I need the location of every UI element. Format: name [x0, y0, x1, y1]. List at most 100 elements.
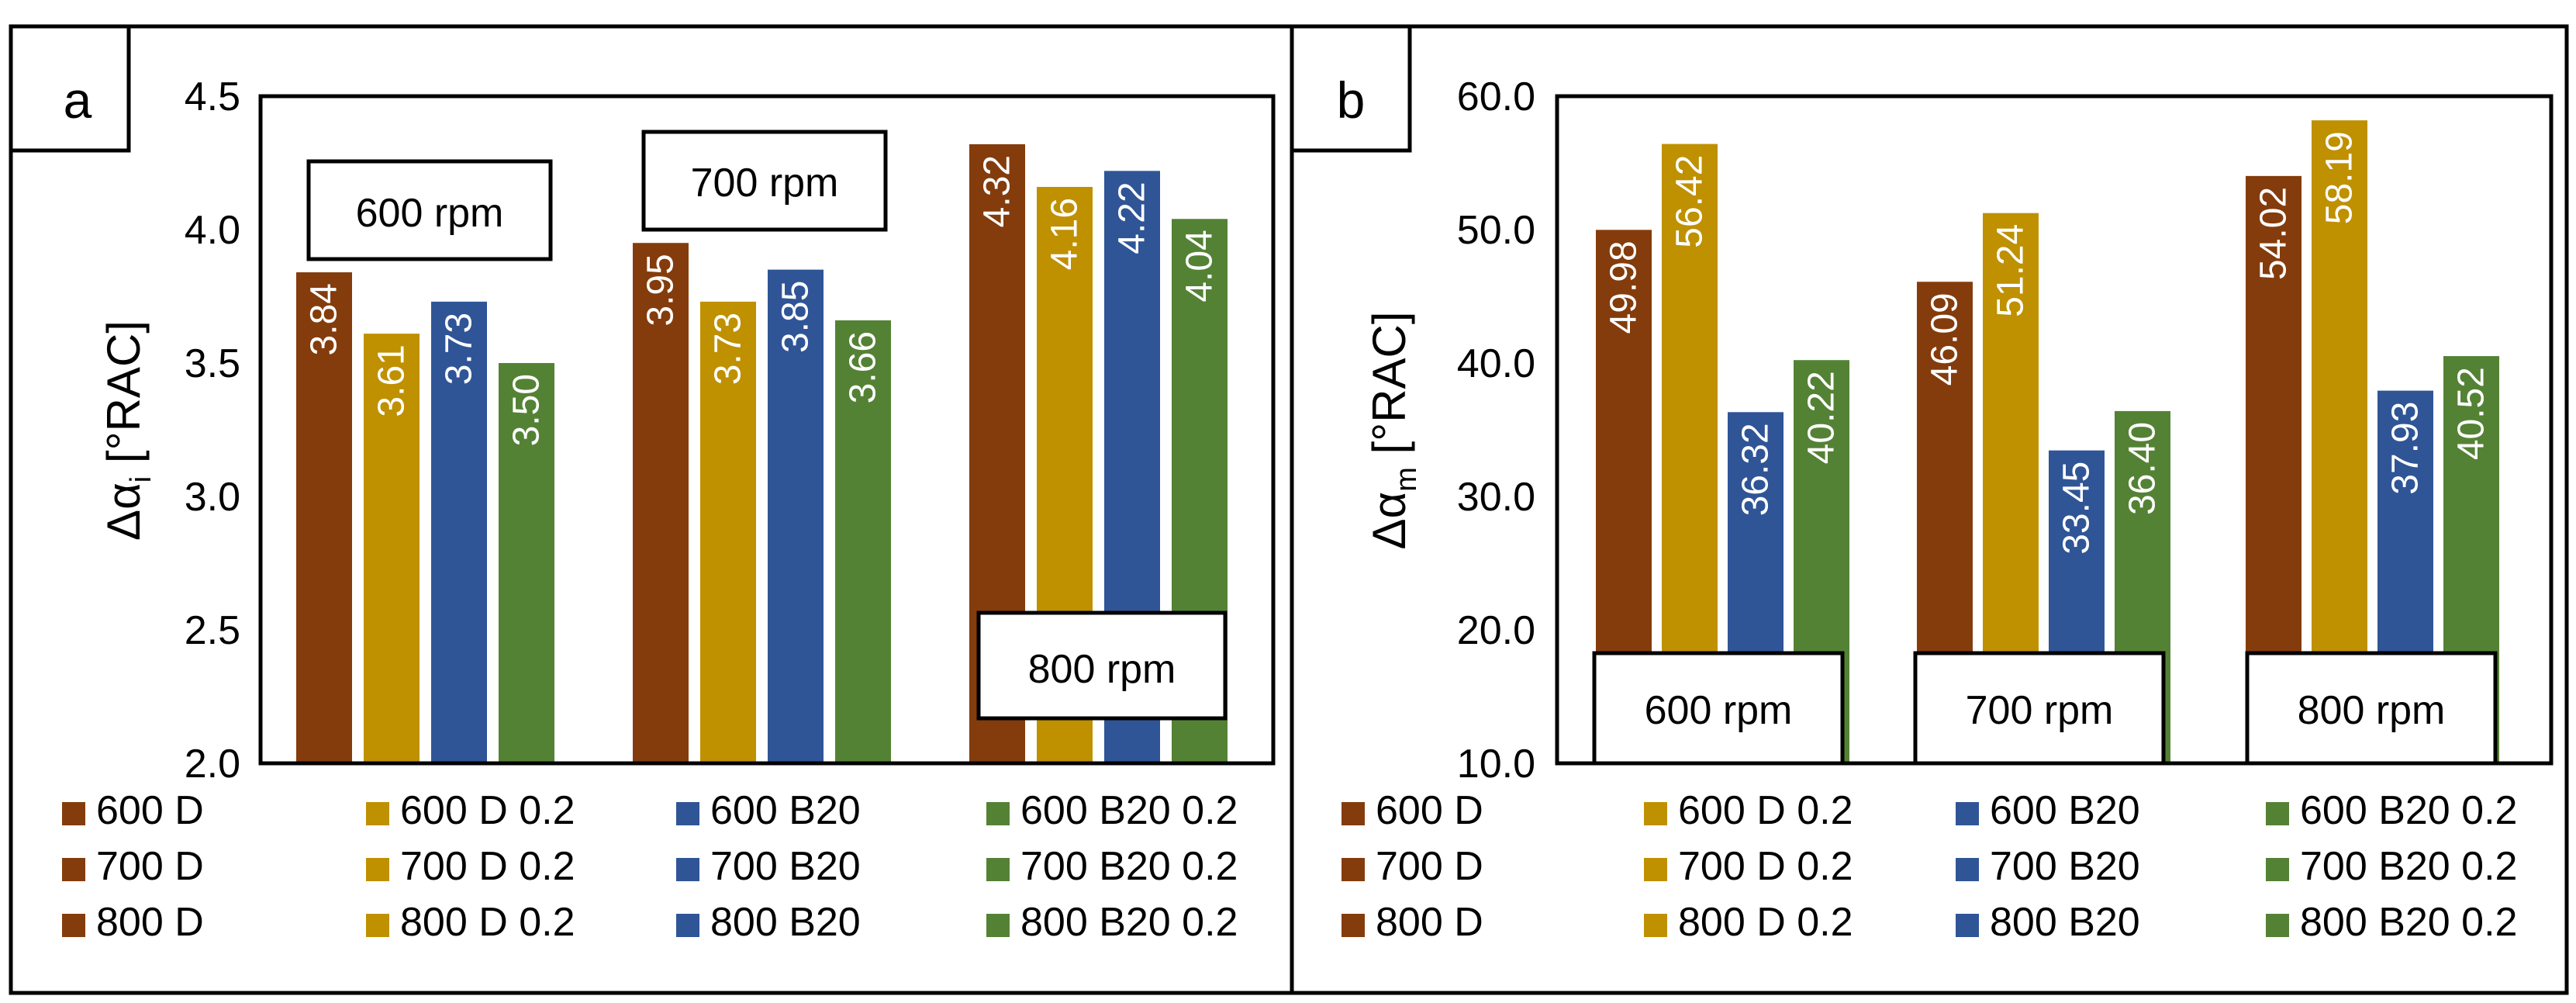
- legend-swatch: [366, 802, 389, 825]
- legend-entry: 800 D: [1376, 900, 1483, 945]
- bar-a-600rpm-B2002: [499, 363, 554, 763]
- a-cat-label-600: 600 rpm: [356, 191, 504, 236]
- b-cat-label-700: 700 rpm: [1966, 688, 2114, 733]
- data-label: 4.04: [1179, 230, 1221, 302]
- legend-swatch: [986, 802, 1010, 825]
- a-cat-label-800: 800 rpm: [1028, 647, 1176, 692]
- legend-entry: 700 B20 0.2: [2300, 844, 2517, 889]
- legend-entry: 700 B20: [710, 844, 861, 889]
- data-label: 3.85: [775, 281, 817, 353]
- a-ytick-label: 4.5: [185, 74, 240, 119]
- legend-swatch: [62, 858, 85, 881]
- b-ylabel: Δαm [°RAC]: [1363, 311, 1423, 549]
- legend-entry: 800 D 0.2: [400, 900, 575, 945]
- panel-a-label-box: [9, 24, 131, 153]
- legend-swatch: [676, 802, 699, 825]
- data-label: 46.09: [1925, 292, 1966, 386]
- legend-entry: 600 D: [1376, 788, 1483, 833]
- b-ytick-label: 60.0: [1457, 74, 1535, 119]
- legend-swatch: [986, 858, 1010, 881]
- legend-entry: 600 B20: [710, 788, 861, 833]
- legend-entry: 800 B20 0.2: [1020, 900, 1238, 945]
- a-ytick-label: 4.0: [185, 208, 240, 253]
- panel-b-label-box: [1290, 24, 1412, 153]
- bar-a-600rpm-B20: [431, 301, 487, 763]
- data-label: 51.24: [1991, 224, 2032, 317]
- bar-a-700rpm-D02: [700, 301, 756, 763]
- data-label: 3.95: [641, 254, 682, 326]
- legend-entry: 700 D: [96, 844, 204, 889]
- b-ytick-label: 50.0: [1457, 208, 1535, 253]
- bar-a-700rpm-D: [633, 243, 689, 763]
- legend-swatch: [2266, 914, 2289, 937]
- legend-entry: 800 D: [96, 900, 204, 945]
- legend-entry: 600 D 0.2: [1678, 788, 1853, 833]
- legend-swatch: [62, 914, 85, 937]
- legend-swatch: [366, 858, 389, 881]
- a-plot-frame: [258, 94, 1276, 766]
- legend-swatch: [676, 858, 699, 881]
- bar-a-600rpm-D: [296, 272, 352, 763]
- legend-swatch: [2266, 802, 2289, 825]
- data-label: 56.42: [1670, 155, 1711, 248]
- legend-swatch: [1956, 802, 1979, 825]
- legend-entry: 700 D 0.2: [1678, 844, 1853, 889]
- legend-entry: 600 B20: [1990, 788, 2140, 833]
- legend-entry: 800 B20: [1990, 900, 2140, 945]
- legend-entry: 600 B20 0.2: [1020, 788, 1238, 833]
- a-cat-box-600: [306, 159, 553, 261]
- data-label: 3.66: [843, 331, 884, 403]
- bar-a-700rpm-B2002: [835, 320, 891, 764]
- legend-entry: 700 D: [1376, 844, 1483, 889]
- a-ytick-label: 3.5: [185, 341, 240, 386]
- legend-entry: 700 B20: [1990, 844, 2140, 889]
- data-label: 33.45: [2056, 462, 2098, 555]
- a-cat-box-700: [641, 130, 888, 232]
- data-label: 4.22: [1112, 182, 1153, 254]
- panel-b-label: b: [1337, 71, 1366, 129]
- a-yticks: 2.0 2.5 3.0 3.5 4.0 4.5: [185, 74, 240, 787]
- a-ytick-label: 2.0: [185, 742, 240, 787]
- a-ylabel-sub: i: [125, 476, 157, 482]
- legend-swatch: [676, 914, 699, 937]
- a-ytick-label: 3.0: [185, 475, 240, 520]
- a-legend: 600 D 600 D 0.2 600 B20 600 B20 0.2 700 D 700…: [62, 788, 1238, 945]
- data-label: 36.40: [2122, 422, 2163, 515]
- legend-entry: 600 D 0.2: [400, 788, 575, 833]
- legend-entry: 800 B20: [710, 900, 861, 945]
- legend-entry: 700 D 0.2: [400, 844, 575, 889]
- panel-b: b 49.98 56.42 36.32 40.22 46.09 51.24 33.45 36.…: [1290, 24, 2569, 995]
- data-label: 37.93: [2385, 402, 2426, 495]
- b-ylabel-main: Δα: [1363, 492, 1415, 550]
- data-label: 54.02: [2253, 187, 2295, 280]
- b-ytick-label: 10.0: [1457, 742, 1535, 787]
- legend-swatch: [1644, 858, 1667, 881]
- data-label: 3.73: [439, 313, 480, 385]
- a-cat-box-800: [976, 610, 1228, 721]
- panel-a-label: a: [64, 71, 92, 129]
- legend-swatch: [1342, 914, 1365, 937]
- b-yticks: 10.0 20.0 30.0 40.0 50.0 60.0: [1457, 74, 1535, 787]
- panel-a: a 3.84 3.61 3.73 3.50 3.95 3.73 3.85 3.66 4.32 4.…: [9, 24, 1302, 995]
- b-cat-label-800: 800 rpm: [2298, 688, 2446, 733]
- data-label: 4.32: [977, 155, 1018, 227]
- a-ylabel: Δαi [°RAC]: [98, 320, 157, 541]
- b-cat-box-700: [1913, 651, 2166, 766]
- b-ytick-label: 30.0: [1457, 475, 1535, 520]
- a-ylabel-main: Δα: [98, 482, 150, 541]
- b-ytick-label: 20.0: [1457, 608, 1535, 653]
- legend-swatch: [986, 914, 1010, 937]
- legend-entry: 700 B20 0.2: [1020, 844, 1238, 889]
- data-label: 40.22: [1801, 371, 1842, 464]
- data-label: 3.84: [304, 283, 345, 355]
- legend-swatch: [366, 914, 389, 937]
- a-ylabel-unit: [°RAC]: [98, 320, 150, 476]
- b-ytick-label: 40.0: [1457, 341, 1535, 386]
- b-ylabel-sub: m: [1390, 467, 1423, 492]
- legend-swatch: [2266, 858, 2289, 881]
- a-ytick-label: 2.5: [185, 608, 240, 653]
- legend-swatch: [62, 802, 85, 825]
- b-legend: 600 D 600 D 0.2 600 B20 600 B20 0.2 700 D 700…: [1342, 788, 2517, 945]
- legend-entry: 800 D 0.2: [1678, 900, 1853, 945]
